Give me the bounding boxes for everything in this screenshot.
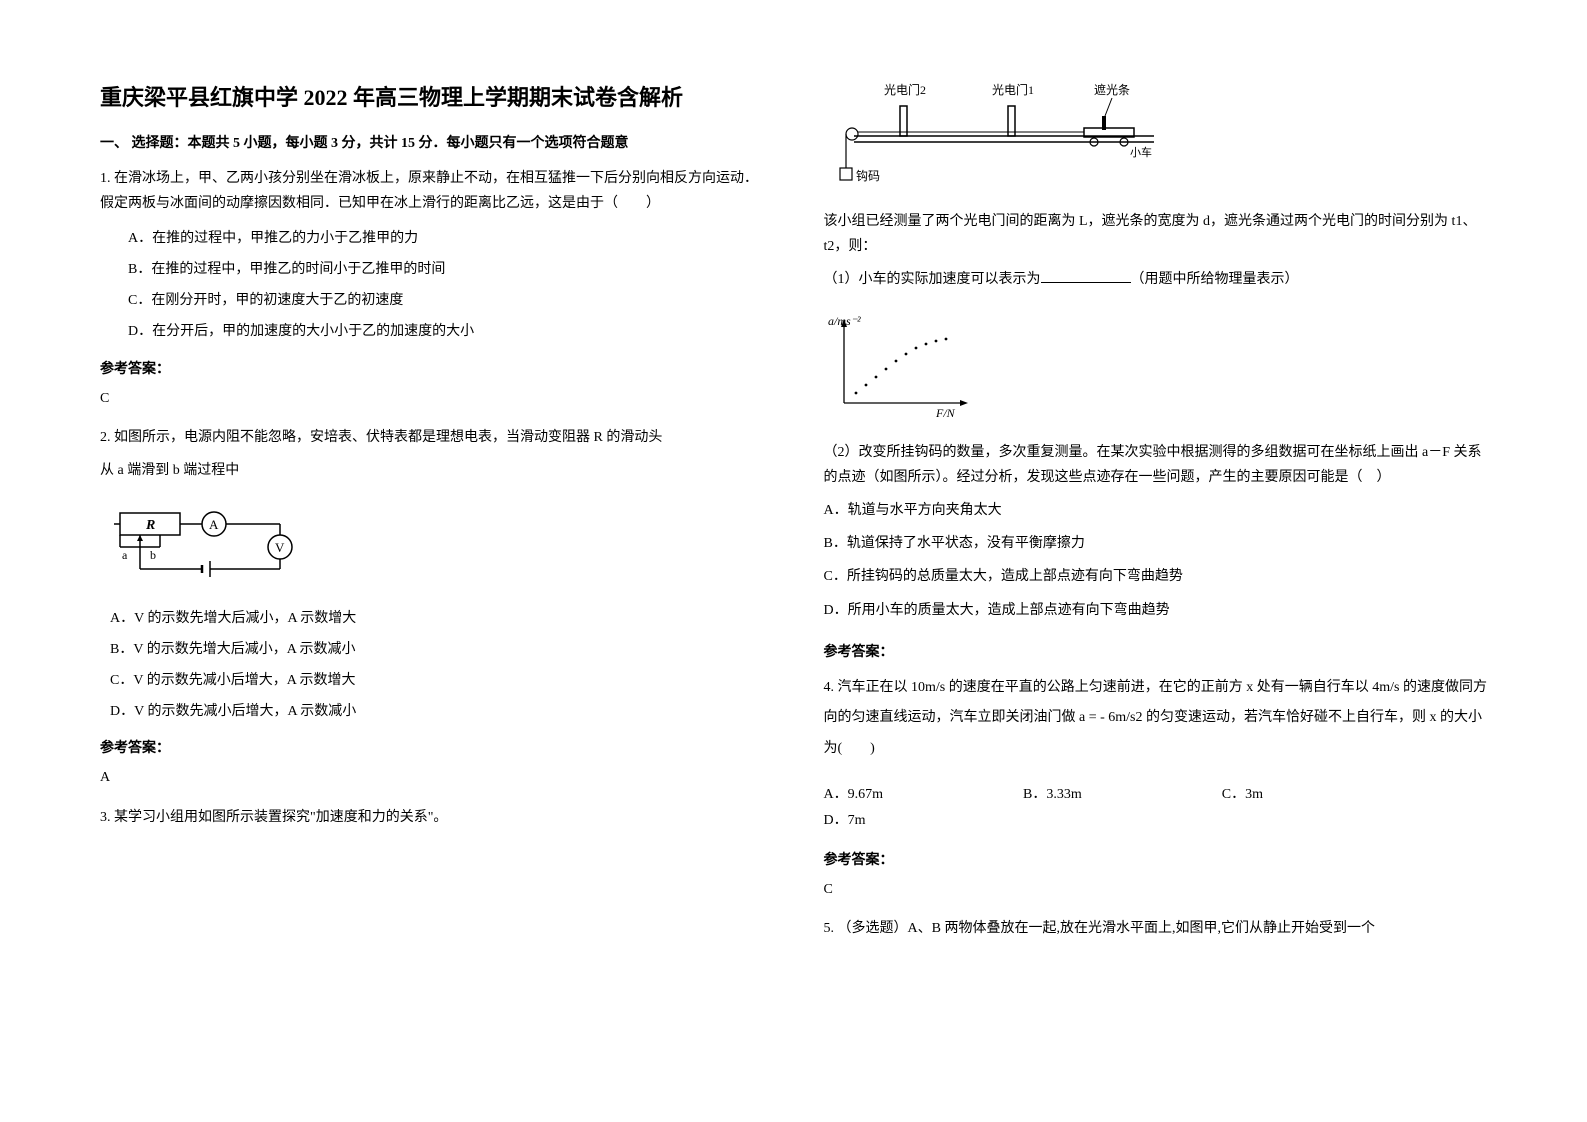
- q2-option-c: C．V 的示数先减小后增大，A 示数增大: [110, 666, 764, 697]
- q3-option-d: D．所用小车的质量太大，造成上部点迹有向下弯曲趋势: [824, 598, 1488, 623]
- exam-page: 重庆梁平县红旗中学 2022 年高三物理上学期期末试卷含解析 一、 选择题：本题…: [0, 0, 1587, 989]
- circuit-b-label: b: [150, 548, 156, 562]
- q1-answer-label: 参考答案：: [100, 358, 764, 378]
- q1-option-b: B．在推的过程中，甲推乙的时间小于乙推甲的时间: [128, 255, 764, 286]
- q4-stem: 4. 汽车正在以 10m/s 的速度在平直的公路上匀速前进，在它的正前方 x 处…: [824, 673, 1488, 765]
- q2-option-a: A．V 的示数先增大后减小，A 示数增大: [110, 604, 764, 635]
- q3-para1: 该小组已经测量了两个光电门间的距离为 L，遮光条的宽度为 d，遮光条通过两个光电…: [824, 209, 1488, 259]
- q3-sub1: （1）小车的实际加速度可以表示为 （用题中所给物理量表示）: [824, 267, 1488, 292]
- q4-answer-label: 参考答案：: [824, 849, 1488, 869]
- graph-xlabel: F/N: [935, 406, 956, 420]
- q5-stem: 5. （多选题）A、B 两物体叠放在一起,放在光滑水平面上,如图甲,它们从静止开…: [824, 916, 1488, 941]
- apparatus-cart-label: 小车: [1130, 145, 1152, 159]
- q2-answer: A: [100, 765, 764, 790]
- q4-option-a: A．9.67m: [824, 783, 884, 803]
- q4-options-row: A．9.67m B．3.33m C．3m: [824, 783, 1488, 803]
- q3-option-a: A．轨道与水平方向夹角太大: [824, 498, 1488, 523]
- q1-option-d: D．在分开后，甲的加速度的大小小于乙的加速度的大小: [128, 317, 764, 348]
- q3-answer-label: 参考答案：: [824, 641, 1488, 661]
- q4-option-d: D．7m: [824, 809, 1488, 829]
- section-1-heading: 一、 选择题：本题共 5 小题，每小题 3 分，共计 15 分．每小题只有一个选…: [100, 132, 764, 152]
- q2-option-b: B．V 的示数先增大后减小，A 示数减小: [110, 635, 764, 666]
- q2-stem-b: 从 a 端滑到 b 端过程中: [100, 458, 764, 483]
- q4-answer: C: [824, 877, 1488, 902]
- q3-sub1-tail: （用题中所给物理量表示）: [1131, 272, 1299, 287]
- q1-answer: C: [100, 386, 764, 411]
- circuit-A-label: A: [209, 517, 219, 532]
- q4-option-c: C．3m: [1222, 783, 1263, 803]
- q2-option-d: D．V 的示数先减小后增大，A 示数减小: [110, 697, 764, 728]
- q3-option-b: B．轨道保持了水平状态，没有平衡摩擦力: [824, 531, 1488, 556]
- q3-option-c: C．所挂钩码的总质量太大，造成上部点迹有向下弯曲趋势: [824, 564, 1488, 589]
- q1-option-a: A．在推的过程中，甲推乙的力小于乙推甲的力: [128, 224, 764, 255]
- q4-option-b: B．3.33m: [1023, 783, 1082, 803]
- circuit-a-label: a: [122, 548, 128, 562]
- q3-blank: [1041, 269, 1131, 283]
- q3-sub1-text: （1）小车的实际加速度可以表示为: [824, 272, 1041, 287]
- apparatus-gate2-label: 光电门2: [884, 82, 926, 97]
- q2-stem-a: 2. 如图所示，电源内阻不能忽略，安培表、伏特表都是理想电表，当滑动变阻器 R …: [100, 425, 764, 450]
- q3-sub2: （2）改变所挂钩码的数量，多次重复测量。在某次实验中根据测得的多组数据可在坐标纸…: [824, 440, 1488, 490]
- left-column: 重庆梁平县红旗中学 2022 年高三物理上学期期末试卷含解析 一、 选择题：本题…: [100, 80, 764, 949]
- apparatus-hook-label: 钩码: [856, 169, 880, 183]
- right-column: 光电门2 光电门1 遮光条 小车: [824, 80, 1488, 949]
- circuit-R-label: R: [145, 518, 155, 533]
- circuit-V-label: V: [275, 540, 285, 555]
- q3-apparatus-diagram: 光电门2 光电门1 遮光条 小车: [834, 80, 1488, 195]
- q3-stem: 3. 某学习小组用如图所示装置探究"加速度和力的关系"。: [100, 805, 764, 830]
- exam-title: 重庆梁平县红旗中学 2022 年高三物理上学期期末试卷含解析: [100, 80, 764, 112]
- q2-answer-label: 参考答案：: [100, 737, 764, 757]
- graph-ylabel: a/ms⁻²: [828, 314, 861, 328]
- q1-option-c: C．在刚分开时，甲的初速度大于乙的初速度: [128, 286, 764, 317]
- q1-stem: 1. 在滑冰场上，甲、乙两小孩分别坐在滑冰板上，原来静止不动，在相互猛推一下后分…: [100, 166, 764, 216]
- apparatus-gate1-label: 光电门1: [992, 82, 1034, 97]
- apparatus-shade-label: 遮光条: [1094, 82, 1130, 97]
- q3-graph: a/ms⁻² F/N: [824, 311, 1488, 426]
- q2-circuit-diagram: R a b A V: [110, 505, 764, 590]
